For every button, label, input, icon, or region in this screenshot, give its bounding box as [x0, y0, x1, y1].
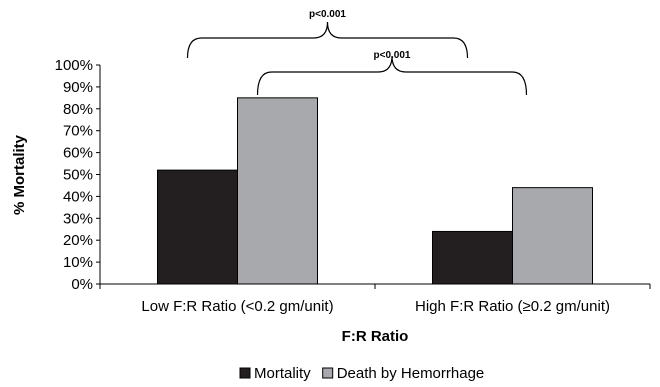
- y-tick-label: 80%: [63, 101, 93, 118]
- x-axis-title: F:R Ratio: [342, 328, 409, 345]
- y-tick-label: 30%: [63, 210, 93, 227]
- significance-2-label: p<0.001: [374, 50, 411, 61]
- legend-swatch-1: [239, 367, 251, 379]
- y-tick-label: 20%: [63, 232, 93, 249]
- x-category-label: High F:R Ratio (≥0.2 gm/unit): [415, 298, 610, 315]
- plot-area: [99, 65, 651, 289]
- bar-death-by-hemorrhage-1: [237, 97, 318, 285]
- y-tick-label: 90%: [63, 79, 93, 96]
- significance-2-brace: [256, 55, 528, 96]
- y-tick-label: 0%: [71, 276, 93, 293]
- x-axis-categories: Low F:R Ratio (<0.2 gm/unit) High F:R Rat…: [141, 298, 610, 315]
- y-axis-ticks: 0% 10% 20% 30% 40% 50% 60% 70% 80% 90% 100%: [55, 57, 100, 293]
- legend: Mortality Death by Hemorrhage: [239, 365, 485, 382]
- y-tick-label: 100%: [55, 57, 93, 74]
- significance-1-label: p<0.001: [309, 9, 346, 20]
- significance-brackets: p<0.001 p<0.001: [186, 9, 528, 96]
- legend-label-2: Death by Hemorrhage: [337, 365, 485, 382]
- bar-mortality-1: [157, 169, 238, 285]
- y-tick-label: 60%: [63, 145, 93, 162]
- x-category-label: Low F:R Ratio (<0.2 gm/unit): [141, 298, 333, 315]
- y-axis-title: % Mortality: [11, 134, 28, 215]
- y-tick-label: 70%: [63, 123, 93, 140]
- significance-1-brace: [186, 21, 469, 59]
- bar-death-by-hemorrhage-2: [512, 187, 593, 285]
- y-tick-label: 10%: [63, 254, 93, 271]
- y-tick-label: 50%: [63, 167, 93, 184]
- legend-label-1: Mortality: [254, 365, 311, 382]
- legend-swatch-2: [322, 367, 334, 379]
- y-tick-label: 40%: [63, 188, 93, 205]
- bar-mortality-2: [432, 230, 513, 285]
